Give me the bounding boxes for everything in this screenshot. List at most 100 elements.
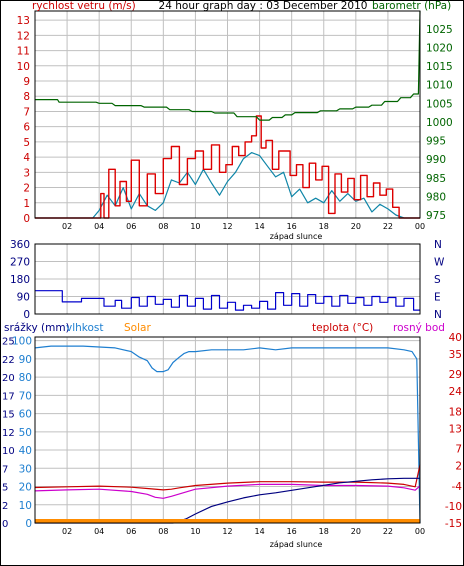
rain-line <box>35 477 420 524</box>
humidity-tick-label: 30 <box>19 463 32 475</box>
wind-gust-line <box>35 115 420 219</box>
x-tick-label: 18 <box>319 222 329 231</box>
barometer-tick-label: 975 <box>426 210 446 222</box>
x-tick-label: 22 <box>383 527 393 536</box>
direction-tick-label: 180 <box>10 274 30 286</box>
sunset-label: západ slunce <box>270 232 323 241</box>
x-tick-label: 06 <box>126 222 136 231</box>
x-tick-label: 12 <box>222 222 232 231</box>
wind-speed-tick-label: 1 <box>23 198 30 210</box>
barometer-tick-label: 1000 <box>426 117 453 129</box>
x-tick-label: 18 <box>319 527 329 536</box>
rain-tick-label: 20 <box>2 373 15 384</box>
sunset-label-bottom: západ slunce <box>270 540 323 549</box>
wind-speed-tick-label: 0 <box>23 213 30 225</box>
humidity-tick-label: 60 <box>19 409 32 421</box>
compass-tick-label: W <box>434 257 445 269</box>
temperature-tick-label: 40 <box>449 332 462 344</box>
wind-speed-tick-label: 5 <box>23 137 30 149</box>
temperature-tick-label: -10 <box>445 501 462 513</box>
barometer-tick-label: 1010 <box>426 80 453 92</box>
rain-tick-label: 25 <box>2 337 15 348</box>
solar-axis-label: Solar <box>124 322 151 334</box>
barometer-tick-label: 1015 <box>426 61 453 73</box>
x-tick-label: 06 <box>126 527 136 536</box>
x-tick-label: 00 <box>415 222 425 231</box>
compass-tick-label: E <box>434 292 441 304</box>
rain-tick-label: 22 <box>2 355 15 366</box>
direction-tick-label: 270 <box>10 257 30 269</box>
wind-speed-tick-label: 13 <box>17 15 30 27</box>
dew-point-line <box>34 483 421 499</box>
wind-speed-tick-label: 8 <box>23 91 30 103</box>
direction-tick-label: 360 <box>10 239 30 251</box>
wind-average-line <box>35 152 420 219</box>
wind-direction-panel: 0 N 90 E 180 S 270 W 360 N <box>10 239 445 321</box>
wind-panel: 0123456789101112139759809859909951000100… <box>17 0 453 241</box>
humidity-tick-label: 100 <box>12 336 32 348</box>
wind-speed-tick-label: 9 <box>23 76 30 88</box>
compass-tick-label: N <box>434 239 442 251</box>
humidity-tick-label: 40 <box>19 445 32 457</box>
barometer-tick-label: 995 <box>426 136 446 148</box>
temperature-tick-label: -15 <box>445 518 462 530</box>
rain-axis-label: srážky (mm) <box>4 322 70 334</box>
x-tick-label: 22 <box>383 222 393 231</box>
barometer-tick-label: 980 <box>426 191 446 203</box>
x-tick-label: 02 <box>62 527 72 536</box>
x-tick-label: 20 <box>351 527 361 536</box>
dew-point-axis-label: rosný bod <box>393 322 445 334</box>
wind-speed-tick-label: 10 <box>17 61 30 73</box>
humidity-line <box>34 345 421 524</box>
humidity-tick-label: 90 <box>19 354 32 366</box>
rain-tick-label: 12 <box>2 428 15 439</box>
barometer-axis-label: barometr (hPa) <box>372 0 451 12</box>
x-tick-label: 20 <box>351 222 361 231</box>
barometer-line <box>35 10 421 121</box>
rain-tick-label: 15 <box>2 410 15 421</box>
wind-speed-tick-label: 4 <box>23 152 30 164</box>
humidity-tick-label: 10 <box>19 500 32 512</box>
temperature-tick-label: 29 <box>449 369 462 381</box>
wind-speed-tick-label: 2 <box>23 183 30 195</box>
temperature-tick-label: 2 <box>455 461 462 473</box>
temperature-axis-label: teplota (°C) <box>312 322 373 334</box>
barometer-tick-label: 990 <box>426 154 446 166</box>
x-tick-label: 14 <box>254 222 264 231</box>
rain-tick-label: 7 <box>2 464 8 475</box>
temperature-tick-label: 18 <box>449 406 462 418</box>
barometer-tick-label: 1005 <box>426 98 453 110</box>
x-tick-label: 10 <box>190 222 200 231</box>
direction-tick-label: 0 <box>23 309 30 321</box>
rain-tick-label: 17 <box>2 391 15 402</box>
humidity-axis-label: vlhkost <box>66 322 104 334</box>
barometer-tick-label: 1020 <box>426 42 453 54</box>
x-tick-label: 16 <box>287 527 297 536</box>
x-tick-label: 04 <box>94 222 104 231</box>
x-tick-label: 08 <box>158 527 168 536</box>
wind-speed-tick-label: 11 <box>17 46 30 58</box>
wind-speed-axis-label: rychlost vetru (m/s) <box>32 0 136 12</box>
x-tick-label: 10 <box>190 527 200 536</box>
humidity-tick-label: 20 <box>19 482 32 494</box>
wind-speed-tick-label: 3 <box>23 167 30 179</box>
rain-tick-label: 2 <box>2 501 8 512</box>
wind-speed-tick-label: 6 <box>23 122 30 134</box>
wind-speed-tick-label: 12 <box>17 30 30 42</box>
x-tick-label: 14 <box>254 527 264 536</box>
temperature-tick-label: 24 <box>449 386 463 398</box>
direction-tick-label: 90 <box>17 292 30 304</box>
x-tick-label: 08 <box>158 222 168 231</box>
barometer-tick-label: 1025 <box>426 24 453 36</box>
temperature-tick-label: 7 <box>455 444 462 456</box>
temperature-tick-label: -4 <box>452 481 463 493</box>
compass-tick-label: N <box>434 309 442 321</box>
humidity-tick-label: 0 <box>25 518 32 530</box>
x-tick-label: 00 <box>415 527 425 536</box>
humidity-tick-label: 80 <box>19 372 32 384</box>
x-tick-label: 04 <box>94 527 104 536</box>
barometer-tick-label: 985 <box>426 173 446 185</box>
rain-tick-label: 0 <box>2 519 8 530</box>
compass-tick-label: S <box>434 274 441 286</box>
